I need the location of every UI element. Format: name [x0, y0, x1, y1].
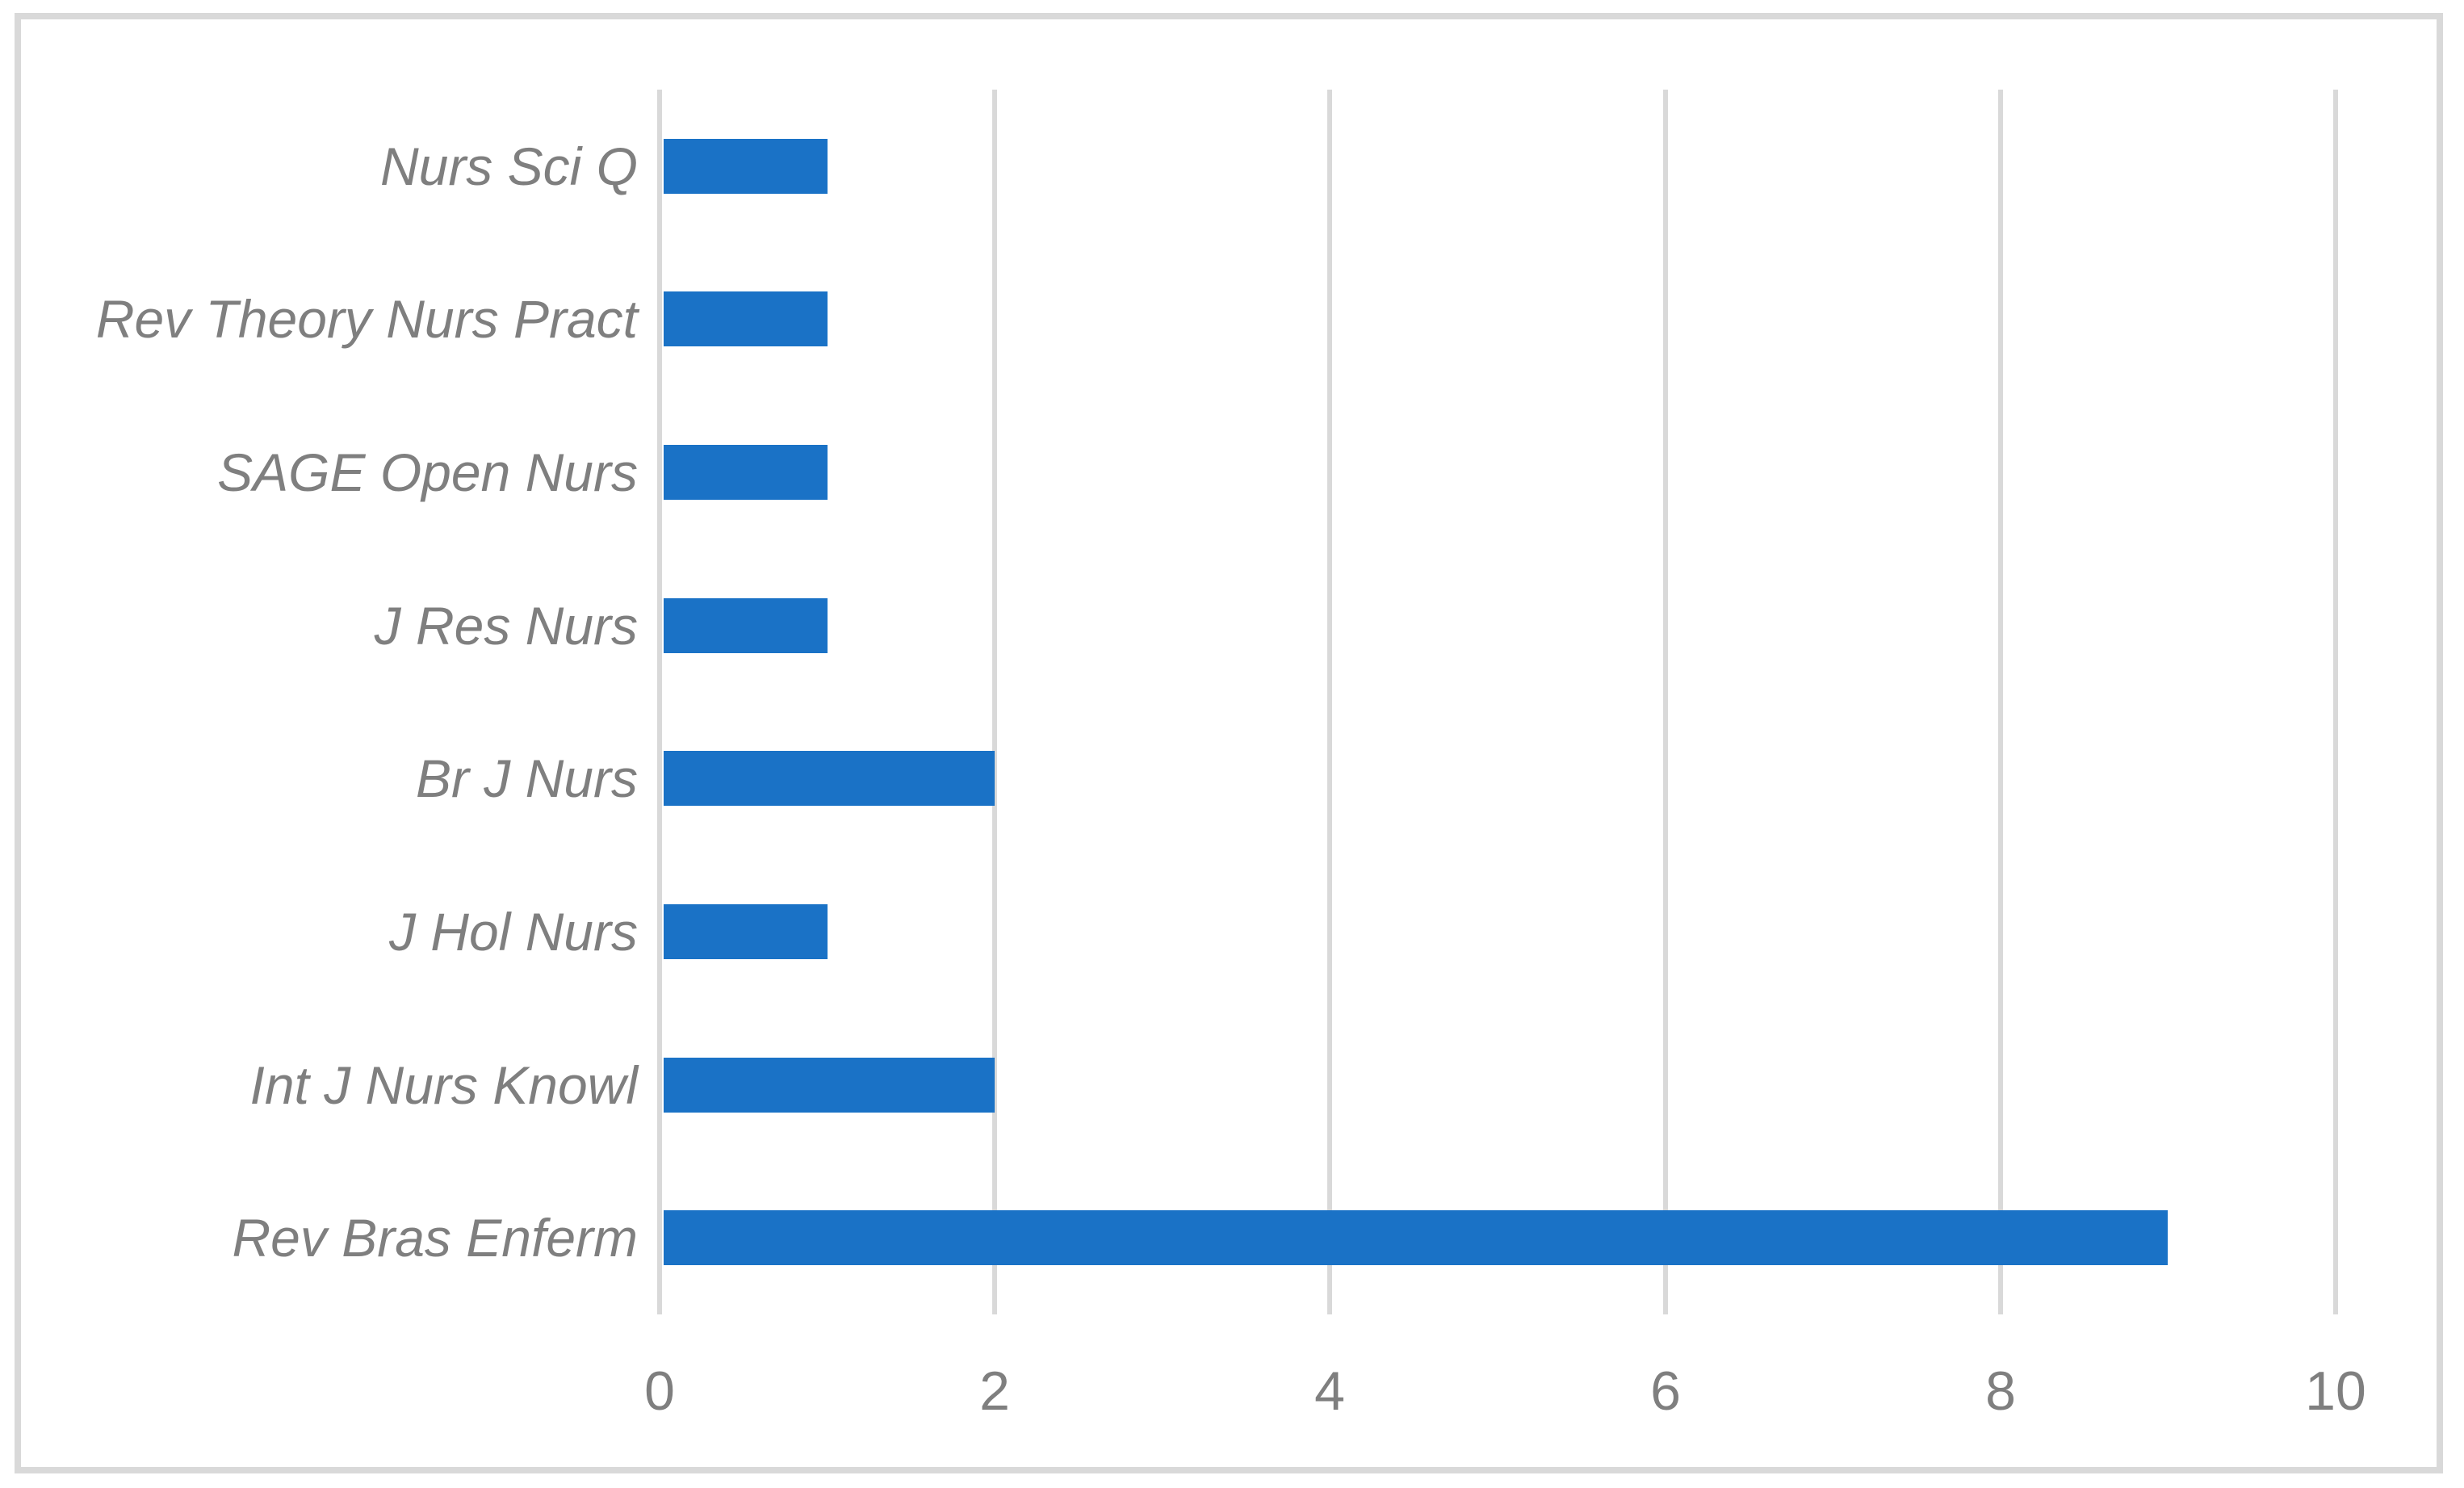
x-tick-label: 10 [2305, 1360, 2366, 1422]
bar [664, 139, 828, 194]
bar [664, 1058, 995, 1113]
x-tick-label: 6 [1650, 1360, 1681, 1422]
bar [664, 904, 828, 959]
x-tick-label: 0 [644, 1360, 675, 1422]
gridline [1663, 90, 1668, 1314]
bar [664, 291, 828, 346]
category-label: Nurs Sci Q [379, 136, 638, 196]
category-label: Int J Nurs Knowl [249, 1055, 639, 1115]
bar [664, 751, 995, 806]
x-tick-label: 2 [979, 1360, 1010, 1422]
gridline [992, 90, 997, 1314]
x-tick-label: 8 [1985, 1360, 2016, 1422]
gridline [1327, 90, 1332, 1314]
category-label: Rev Theory Nurs Pract [95, 289, 638, 349]
gridline [657, 90, 662, 1314]
chart-border-frame [15, 13, 2443, 1473]
category-label: Rev Bras Enferm [232, 1208, 638, 1268]
gridline [1998, 90, 2003, 1314]
gridline [2333, 90, 2338, 1314]
category-label: J Res Nurs [374, 596, 638, 656]
category-label: Br J Nurs [415, 748, 638, 808]
category-label: J Hol Nurs [388, 902, 638, 962]
category-label: SAGE Open Nurs [217, 442, 638, 502]
x-tick-label: 4 [1314, 1360, 1345, 1422]
bar [664, 1210, 2168, 1265]
bar [664, 445, 828, 500]
plot-area [657, 90, 2338, 1314]
bar [664, 598, 828, 653]
